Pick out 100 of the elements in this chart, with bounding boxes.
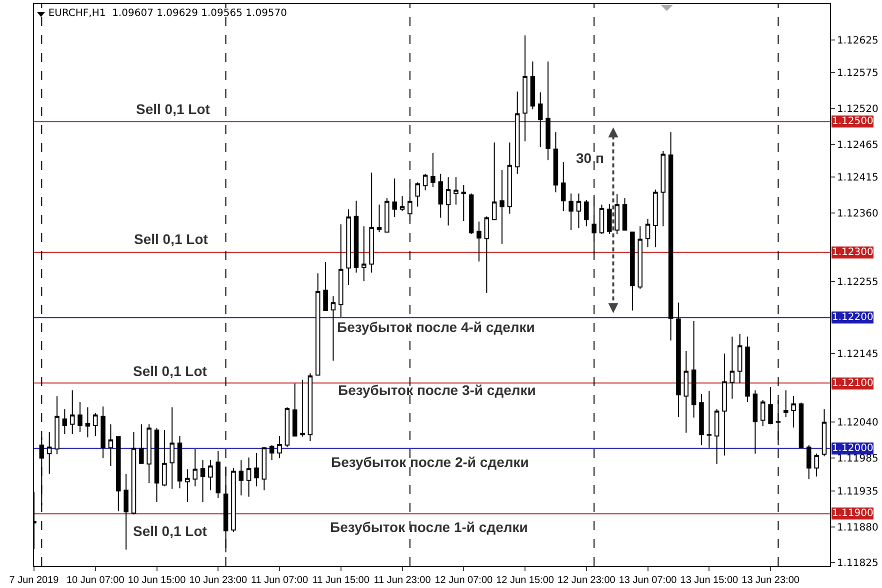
x-tick-label: 13 Jun 15:00 <box>680 575 739 586</box>
candlestick <box>438 173 444 218</box>
chart-title: EURCHF,H1 1.09607 1.09629 1.09565 1.09570 <box>48 8 288 19</box>
x-tick-label: 10 Jun 23:00 <box>189 575 248 586</box>
x-tick-label: 11 Jun 15:00 <box>312 575 370 586</box>
candlestick <box>254 452 259 487</box>
candlestick <box>706 390 712 448</box>
candlestick <box>607 203 612 235</box>
candlestick <box>630 232 635 311</box>
y-tick-label: 1.12415 <box>837 172 878 184</box>
y-tick-label: 1.12520 <box>837 104 878 116</box>
candlestick <box>676 302 681 418</box>
candlestick <box>185 468 190 502</box>
candlestick <box>461 184 466 222</box>
candlestick <box>70 390 75 434</box>
y-tick-label: 1.12360 <box>837 208 878 220</box>
candlestick <box>614 194 620 235</box>
ref-line-label: 1.12000 <box>832 443 874 454</box>
annotation: Sell 0,1 Lot <box>136 101 210 117</box>
y-tick-label: 1.12040 <box>837 418 878 429</box>
candlestick <box>93 412 98 436</box>
candlestick <box>768 386 773 425</box>
candlestick <box>745 336 750 402</box>
candlestick <box>216 450 221 499</box>
annotation: 30 п <box>576 150 604 166</box>
candlestick <box>262 446 267 491</box>
candlestick <box>684 350 689 434</box>
candlestick <box>415 182 420 208</box>
candlestick <box>546 61 550 161</box>
x-tick-label: 13 Jun 07:00 <box>618 575 678 586</box>
y-tick-label: 1.12575 <box>837 68 878 80</box>
candlestick <box>468 193 474 235</box>
candlestick <box>530 61 536 110</box>
candlestick <box>484 216 490 294</box>
candlestick <box>638 226 642 290</box>
candlestick <box>622 198 628 231</box>
candlestick <box>568 193 574 231</box>
candlestick <box>822 408 827 457</box>
candlestick <box>514 91 520 174</box>
candlestick <box>806 444 812 480</box>
candlestick <box>139 424 144 465</box>
y-tick-label: 1.11935 <box>837 486 878 498</box>
candlestick <box>292 383 298 438</box>
candlestick <box>154 428 160 502</box>
annotation: Sell 0,1 Lot <box>134 231 208 247</box>
candlestick <box>131 432 136 515</box>
candlestick <box>737 334 742 384</box>
candlestick <box>376 204 382 233</box>
candlestick <box>645 218 650 248</box>
candlestick <box>668 132 674 342</box>
candlestick <box>354 200 359 274</box>
candlestick <box>323 262 328 311</box>
candlestick <box>400 196 405 212</box>
candlestick <box>584 200 589 227</box>
y-tick-label: 1.12255 <box>837 277 878 288</box>
candlestick <box>699 394 704 446</box>
candlestick <box>177 435 182 489</box>
candlestick <box>507 142 512 214</box>
x-tick-label: 12 Jun 23:00 <box>557 575 616 586</box>
ref-line-label: 1.12500 <box>832 116 874 127</box>
candlestick <box>392 178 397 218</box>
candlestick <box>246 457 252 498</box>
candlestick <box>362 226 366 282</box>
candlestick <box>722 353 727 456</box>
candlestick <box>124 473 128 550</box>
ref-line-label: 1.11900 <box>832 508 874 519</box>
candlestick <box>476 221 482 262</box>
candlestick <box>446 176 451 226</box>
x-tick-label: 10 Jun 07:00 <box>66 575 125 586</box>
candlestick <box>653 189 658 248</box>
annotation: Безубыток после 3-й сделки <box>338 382 536 398</box>
y-tick-label: 1.12465 <box>837 140 878 151</box>
candlestick <box>116 436 121 512</box>
x-tick-label: 7 Jun 2019 <box>9 575 60 586</box>
candlestick <box>46 432 52 474</box>
candlestick <box>714 408 720 465</box>
candlestick <box>384 198 390 233</box>
ref-line-label: 1.12300 <box>832 247 874 258</box>
candlestick <box>599 204 604 235</box>
x-tick-label: 11 Jun 07:00 <box>250 575 308 586</box>
y-tick-label: 1.12145 <box>837 349 878 360</box>
candlestick <box>108 424 114 467</box>
candlestick <box>814 453 819 477</box>
y-tick-label: 1.11880 <box>837 522 878 534</box>
candlestick <box>798 402 804 448</box>
candlestick <box>208 460 213 491</box>
candlestick <box>454 176 458 206</box>
candlestick <box>162 430 167 487</box>
candlestick <box>284 406 290 448</box>
candlestick <box>422 173 428 191</box>
y-tick-label: 1.11825 <box>837 558 878 570</box>
candlestick <box>231 467 236 533</box>
annotation: Безубыток после 1-й сделки <box>330 519 528 535</box>
annotation: Безубыток после 2-й сделки <box>331 454 529 470</box>
candlestick <box>277 435 282 459</box>
candlestick <box>561 162 566 212</box>
x-tick-label: 11 Jun 23:00 <box>374 575 432 586</box>
y-tick-label: 1.12625 <box>837 35 878 46</box>
y-tick-label: 1.11985 <box>837 454 878 465</box>
candlestick <box>538 92 543 148</box>
